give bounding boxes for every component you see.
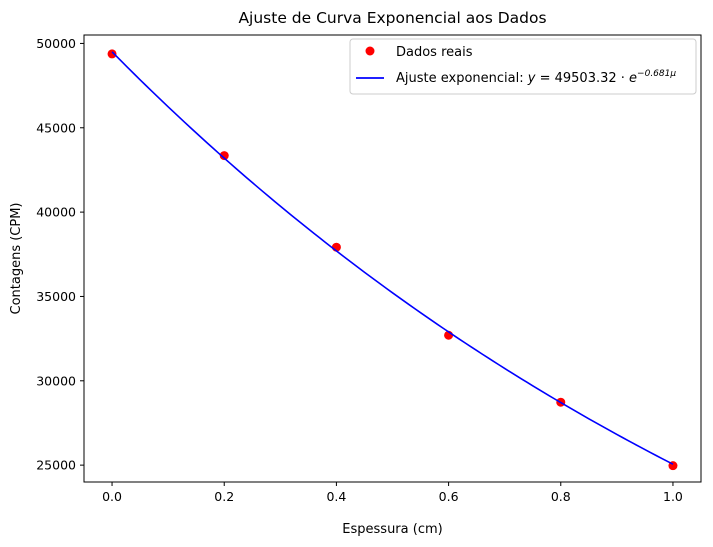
legend-line-label-e: e bbox=[629, 71, 637, 86]
legend-box bbox=[349, 38, 697, 95]
legend-line-label: Ajuste exponencial: y = 49503.32 · e−0.6… bbox=[396, 69, 676, 86]
x-tick-label: 0.0 bbox=[102, 489, 122, 504]
x-tick-label: 0.2 bbox=[214, 489, 234, 504]
legend-line-label-prefix: Ajuste exponencial: bbox=[396, 71, 528, 86]
plot-area bbox=[107, 49, 678, 471]
x-tick-label: 0.6 bbox=[439, 489, 459, 504]
legend-line-label-exp: −0.681μ bbox=[637, 69, 676, 79]
x-tick-label: 1.0 bbox=[663, 489, 683, 504]
fit-curve bbox=[111, 51, 674, 465]
y-tick-label: 25000 bbox=[36, 458, 76, 473]
data-point bbox=[107, 49, 117, 59]
y-tick-label: 45000 bbox=[36, 120, 76, 135]
legend-line-label-y: y bbox=[527, 71, 536, 86]
legend-line-label-mid: = 49503.32 · bbox=[535, 71, 629, 86]
legend: Dados reais Ajuste exponencial: y = 4950… bbox=[349, 38, 697, 95]
legend-scatter-marker bbox=[365, 46, 375, 56]
x-axis-label: Espessura (cm) bbox=[342, 522, 442, 537]
y-axis-label: Contagens (CPM) bbox=[9, 202, 24, 314]
y-tick-label: 40000 bbox=[36, 205, 76, 220]
x-axis: 0.0 0.2 0.4 0.6 0.8 1.0 bbox=[102, 482, 683, 504]
x-tick-label: 0.4 bbox=[326, 489, 346, 504]
chart-title: Ajuste de Curva Exponencial aos Dados bbox=[238, 9, 546, 27]
axes-frame bbox=[83, 34, 702, 483]
y-tick-label: 35000 bbox=[36, 289, 76, 304]
x-tick-label: 0.8 bbox=[551, 489, 571, 504]
y-tick-label: 50000 bbox=[36, 36, 76, 51]
data-point bbox=[219, 151, 229, 161]
legend-scatter-label: Dados reais bbox=[396, 45, 473, 60]
y-axis: 25000 30000 35000 40000 45000 50000 bbox=[36, 36, 84, 473]
y-tick-label: 30000 bbox=[36, 373, 76, 388]
